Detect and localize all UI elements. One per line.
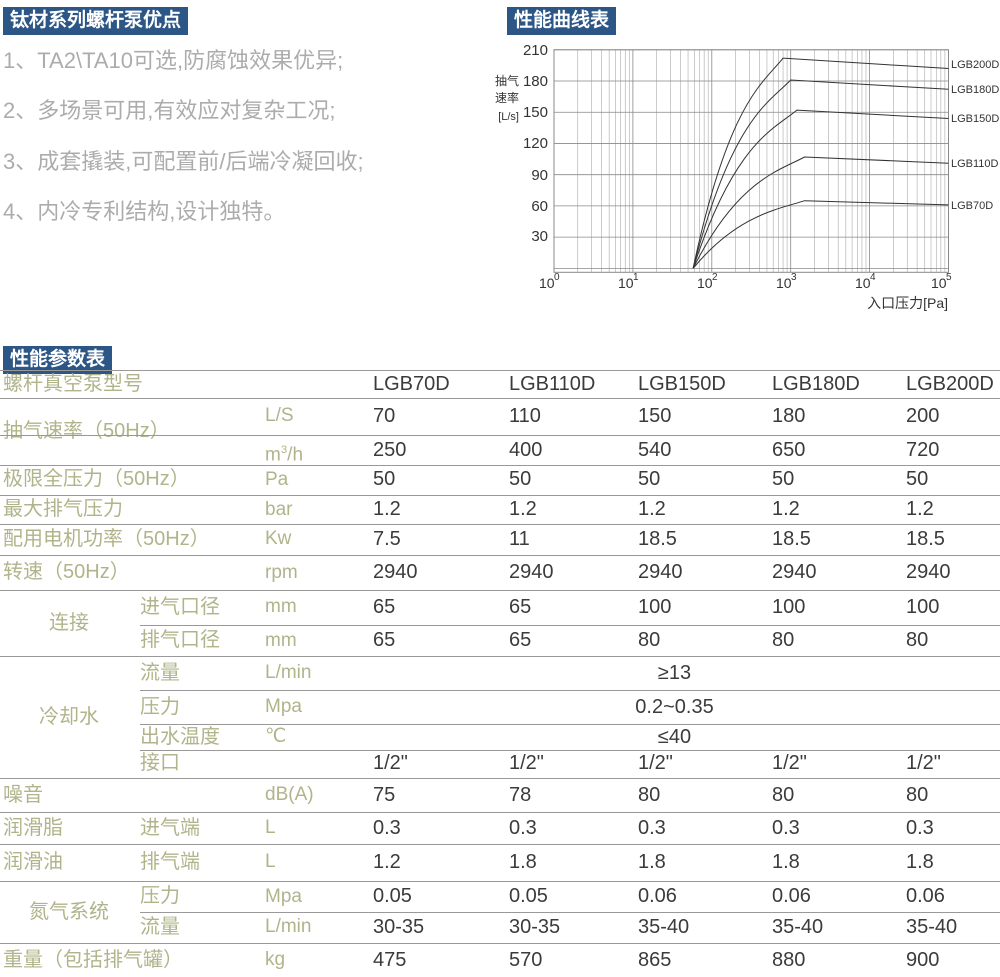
svg-text:60: 60: [531, 198, 548, 215]
svg-text:2: 2: [712, 272, 718, 283]
svg-text:1: 1: [633, 272, 639, 283]
svg-text:10: 10: [931, 275, 947, 291]
svg-text:入口压力[Pa]: 入口压力[Pa]: [867, 295, 948, 311]
svg-text:LGB200D: LGB200D: [951, 59, 999, 71]
svg-text:210: 210: [523, 42, 548, 59]
svg-text:90: 90: [531, 167, 548, 184]
svg-text:速率: 速率: [495, 90, 519, 105]
svg-text:0: 0: [554, 272, 560, 283]
svg-text:3: 3: [791, 272, 797, 283]
svg-text:4: 4: [870, 272, 876, 283]
svg-text:LGB180D: LGB180D: [951, 84, 999, 96]
svg-text:LGB110D: LGB110D: [951, 158, 999, 170]
svg-text:[L/s]: [L/s]: [498, 111, 519, 123]
svg-text:10: 10: [539, 275, 555, 291]
svg-text:5: 5: [946, 272, 952, 283]
svg-text:120: 120: [523, 135, 548, 152]
svg-text:LGB150D: LGB150D: [951, 113, 999, 125]
svg-text:10: 10: [618, 275, 634, 291]
svg-text:抽气: 抽气: [495, 73, 519, 88]
svg-text:LGB70D: LGB70D: [951, 200, 993, 212]
svg-text:180: 180: [523, 73, 548, 90]
svg-text:30: 30: [531, 228, 548, 245]
svg-text:10: 10: [776, 275, 792, 291]
svg-text:10: 10: [697, 275, 713, 291]
svg-text:150: 150: [523, 104, 548, 121]
svg-text:10: 10: [855, 275, 871, 291]
